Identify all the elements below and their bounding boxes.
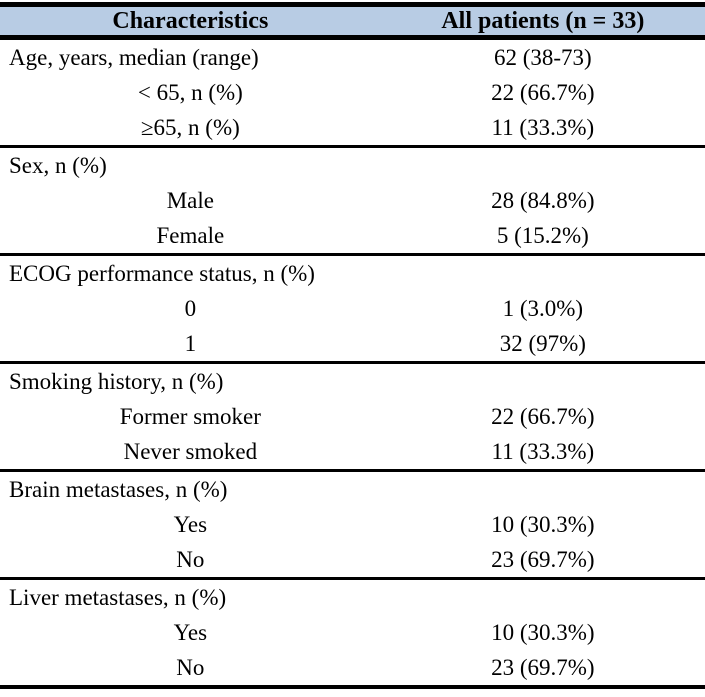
table-row: ECOG performance status, n (%) bbox=[0, 256, 705, 291]
table-row: 0 1 (3.0%) bbox=[0, 291, 705, 326]
table-row: No 23 (69.7%) bbox=[0, 542, 705, 577]
row-value: 11 (33.3%) bbox=[491, 114, 595, 140]
table-row: Liver metastases, n (%) bbox=[0, 580, 705, 615]
row-value: 11 (33.3%) bbox=[491, 438, 595, 464]
table-section: ECOG performance status, n (%) 0 1 (3.0%… bbox=[0, 253, 705, 361]
table-row: < 65, n (%) 22 (66.7%) bbox=[0, 75, 705, 110]
row-value: 28 (84.8%) bbox=[491, 187, 595, 213]
table-row: Age, years, median (range) 62 (38-73) bbox=[0, 40, 705, 75]
row-value: 23 (69.7%) bbox=[491, 546, 595, 572]
row-label: Yes bbox=[173, 511, 208, 537]
table-row: ≥65, n (%) 11 (33.3%) bbox=[0, 110, 705, 145]
row-value: 32 (97%) bbox=[499, 330, 586, 356]
table-row: Female 5 (15.2%) bbox=[0, 218, 705, 253]
row-value: 22 (66.7%) bbox=[491, 403, 595, 429]
table-row: 1 32 (97%) bbox=[0, 326, 705, 361]
row-value: 5 (15.2%) bbox=[496, 222, 589, 248]
header-all-patients: All patients (n = 33) bbox=[441, 7, 645, 34]
table-section: Sex, n (%) Male 28 (84.8%) Female 5 (15.… bbox=[0, 145, 705, 253]
table-body: Age, years, median (range) 62 (38-73) < … bbox=[0, 40, 705, 685]
row-label: Male bbox=[166, 187, 214, 213]
row-label: Sex, n (%) bbox=[9, 152, 107, 178]
row-label: Brain metastases, n (%) bbox=[9, 476, 228, 502]
table-row: Yes 10 (30.3%) bbox=[0, 615, 705, 650]
table-row: Former smoker 22 (66.7%) bbox=[0, 399, 705, 434]
row-value: 10 (30.3%) bbox=[491, 619, 595, 645]
table-row: Male 28 (84.8%) bbox=[0, 183, 705, 218]
table-row: Sex, n (%) bbox=[0, 148, 705, 183]
row-label: No bbox=[176, 546, 205, 572]
row-label: ≥65, n (%) bbox=[140, 114, 240, 140]
row-value: 1 (3.0%) bbox=[502, 295, 584, 321]
header-characteristics: Characteristics bbox=[112, 7, 269, 34]
row-label: Smoking history, n (%) bbox=[9, 368, 224, 394]
row-label: Age, years, median (range) bbox=[9, 44, 259, 70]
row-label: 0 bbox=[184, 295, 197, 321]
row-value: 22 (66.7%) bbox=[491, 79, 595, 105]
row-label: Never smoked bbox=[123, 438, 258, 464]
row-value: 10 (30.3%) bbox=[491, 511, 595, 537]
row-label: Yes bbox=[173, 619, 208, 645]
table-row: No 23 (69.7%) bbox=[0, 650, 705, 685]
table-section: Smoking history, n (%) Former smoker 22 … bbox=[0, 361, 705, 469]
row-label: < 65, n (%) bbox=[137, 79, 243, 105]
row-label: No bbox=[176, 654, 205, 680]
table-section: Age, years, median (range) 62 (38-73) < … bbox=[0, 40, 705, 145]
table-row: Smoking history, n (%) bbox=[0, 364, 705, 399]
table-row: Yes 10 (30.3%) bbox=[0, 507, 705, 542]
table-section: Liver metastases, n (%) Yes 10 (30.3%) N… bbox=[0, 577, 705, 685]
table-row: Never smoked 11 (33.3%) bbox=[0, 434, 705, 469]
row-label: 1 bbox=[184, 330, 197, 356]
row-label: Former smoker bbox=[119, 403, 261, 429]
table-row: Brain metastases, n (%) bbox=[0, 472, 705, 507]
row-value: 23 (69.7%) bbox=[491, 654, 595, 680]
table-section: Brain metastases, n (%) Yes 10 (30.3%) N… bbox=[0, 469, 705, 577]
table-header-row: Characteristics All patients (n = 33) bbox=[0, 7, 705, 40]
row-value: 62 (38-73) bbox=[493, 44, 592, 70]
row-label: Liver metastases, n (%) bbox=[9, 584, 227, 610]
row-label: Female bbox=[156, 222, 225, 248]
row-label: ECOG performance status, n (%) bbox=[9, 260, 315, 286]
